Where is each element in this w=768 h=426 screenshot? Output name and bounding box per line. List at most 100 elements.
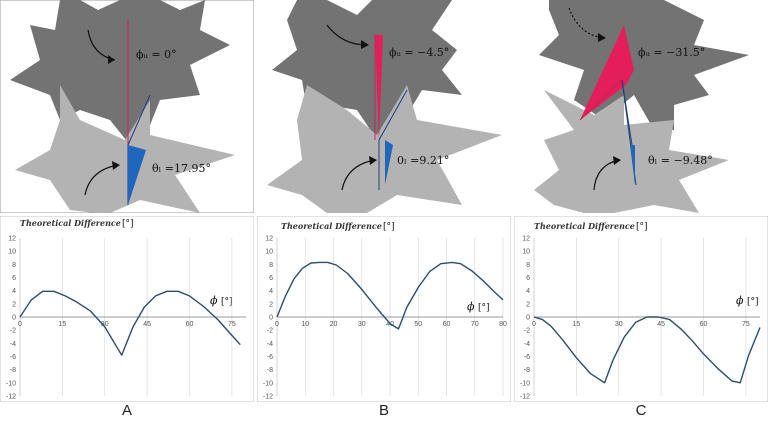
x-tick-label: 60 [186,321,194,328]
lower-angle-label: θₗ =17.95° [152,162,211,175]
gear-diagram-c: ϕᵤ = −31.5° θₗ = −9.48° [514,0,768,213]
y-tick-label: 10 [522,249,530,256]
chart-title: Theoretical Difference [20,218,121,228]
y-tick-label: 4 [526,288,530,295]
lower-star-shape [15,85,235,213]
y-tick-label: -4 [10,341,16,348]
upper-reference-line [579,79,623,121]
x-tick-label: 80 [499,321,507,328]
chart-title: Theoretical Difference [281,221,382,231]
x-tick-label: 30 [358,321,366,328]
x-axis-label: ϕ [467,300,475,313]
lower-angle-wedge [630,145,635,185]
y-tick-label: 12 [265,236,273,243]
y-tick-label: 12 [522,236,530,243]
chart-b: Theoretical Difference [°] ϕ [°] 0 10 20 30… [257,216,511,402]
upper-angle-label: ϕᵤ = 0° [136,48,177,61]
lower-angle-wedge [128,145,146,205]
upper-angle-label: ϕᵤ = −31.5° [638,46,705,59]
x-tick-label: 45 [657,321,665,328]
x-tick-label: 70 [471,321,479,328]
lower-angle-label: θₗ = −9.48° [648,154,713,167]
x-tick-label: 0 [532,321,536,328]
x-tick-label: 10 [301,321,309,328]
arrowhead-lower [613,156,621,165]
x-tick-label: 50 [414,321,422,328]
y-tick-label: -8 [524,367,530,374]
y-tick-label: 2 [269,301,273,308]
lower-star-shape [267,85,502,213]
arrowhead-lower [369,156,377,165]
y-tick-label: 6 [526,275,530,282]
y-tick-label: 10 [8,249,16,256]
panel-a: ϕᵤ = 0° θₗ =17.95° Theoretical Differenc… [0,0,254,426]
y-tick-label: -12 [520,394,530,401]
lower-angle-line [127,94,151,146]
y-tick-label: -2 [524,328,530,335]
x-tick-label: 30 [615,321,623,328]
y-tick-label: -2 [10,328,16,335]
y-tick-label: -4 [267,341,273,348]
lower-angle-line [378,89,408,141]
x-tick-label: 20 [330,321,338,328]
x-tick-label: 45 [143,321,151,328]
y-tick-label: 0 [12,315,16,322]
y-tick-label: -2 [267,328,273,335]
lower-angle-label: 0ₗ =9.21° [397,154,449,167]
y-tick-label: -8 [267,367,273,374]
x-axis-unit: [°] [221,297,233,307]
y-tick-label: -12 [6,394,16,401]
x-tick-label: 75 [742,321,750,328]
chart-c: Theoretical Difference [°] ϕ [°] 0 15 30 45… [514,216,768,402]
y-tick-label: -12 [263,394,273,401]
x-tick-label: 40 [386,321,394,328]
y-tick-label: 4 [12,288,16,295]
y-tick-label: -6 [10,354,16,361]
x-tick-label: 0 [275,321,279,328]
chart-a: Theoretical Difference [°] ϕ [°] 0 15 30 45… [0,216,254,402]
y-tick-label: 8 [269,262,273,269]
y-tick-label: -10 [520,380,530,387]
x-axis-label: ϕ [736,294,744,307]
panel-label-b: B [378,402,389,419]
arrowhead-lower [112,161,120,170]
y-tick-label: -10 [6,380,16,387]
x-tick-label: 15 [572,321,580,328]
series-line [276,261,504,330]
x-axis-unit: [°] [747,297,759,307]
y-tick-label: -6 [267,354,273,361]
upper-angle-wedge [375,35,383,140]
panel-b: ϕᵤ = −4.5° 0ₗ =9.21° Theoretical Differe… [257,0,511,426]
gear-diagram-a: ϕᵤ = 0° θₗ =17.95° [0,0,254,213]
y-tick-label: 12 [8,236,16,243]
y-tick-label: -6 [524,354,530,361]
chart-title-unit: [°] [636,222,648,232]
lower-angle-wedge [385,140,393,185]
y-tick-label: -4 [524,341,530,348]
series-line [533,316,761,384]
series-line [19,290,241,356]
y-tick-label: 6 [12,275,16,282]
x-axis-unit: [°] [478,303,490,313]
y-tick-label: 2 [526,301,530,308]
arrowhead-upper [598,33,606,42]
x-tick-label: 75 [228,321,236,328]
chart-title-unit: [°] [383,222,395,232]
panel-label-a: A [121,402,132,419]
y-tick-label: 4 [269,288,273,295]
x-tick-label: 30 [101,321,109,328]
x-tick-label: 0 [18,321,22,328]
y-tick-label: 8 [526,262,530,269]
chart-title: Theoretical Difference [534,221,635,231]
y-tick-label: 0 [269,315,273,322]
x-axis-label: ϕ [210,294,218,307]
y-tick-label: 2 [12,301,16,308]
lower-angle-line [621,79,633,146]
y-tick-label: 8 [12,262,16,269]
panel-c: ϕᵤ = −31.5° θₗ = −9.48° Theoretical Diff… [514,0,768,426]
upper-angle-label: ϕᵤ = −4.5° [389,46,449,59]
y-tick-label: 10 [265,249,273,256]
chart-title-unit: [°] [122,219,134,229]
x-tick-label: 15 [58,321,66,328]
upper-angle-wedge [580,25,634,120]
